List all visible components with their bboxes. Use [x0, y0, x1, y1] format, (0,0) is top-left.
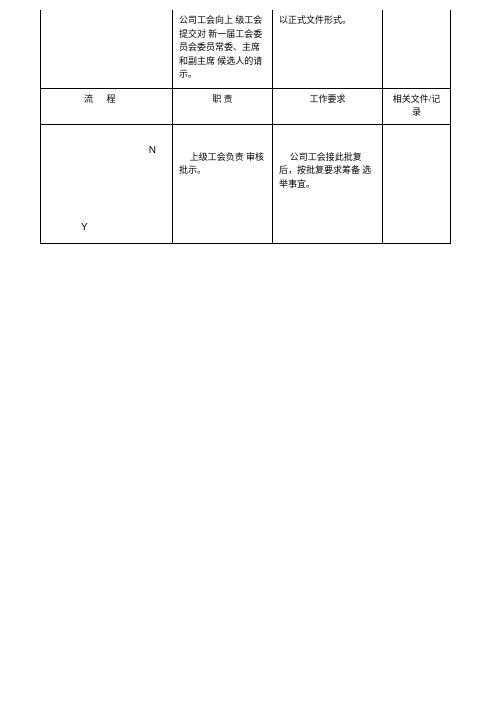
page: 公司工会向上 级工会提交对 新一届工会委 员会委员常委、主席和副主席 候选人的请…: [0, 10, 500, 717]
decision-y-label: Y: [81, 220, 88, 235]
header-flow: 流程: [41, 88, 173, 124]
decision-n-label: N: [149, 143, 156, 158]
cell-doc: [383, 124, 451, 243]
table-row: 公司工会向上 级工会提交对 新一届工会委 员会委员常委、主席和副主席 候选人的请…: [41, 10, 451, 88]
cell-req: 公司工会接此批复 后，按批复要求筹备 选举事宜。: [273, 124, 383, 243]
cell-flow: N Y: [41, 124, 173, 243]
table-row: N Y 上级工会负责 审核批示。 公司工会接此批复 后，按批复要求筹备 选举事宜…: [41, 124, 451, 243]
table-header-row: 流程 职 责 工作要求 相关文件/记录: [41, 88, 451, 124]
req-text: 公司工会接此批复 后，按批复要求筹备 选举事宜。: [279, 151, 376, 192]
cell-doc-cont: [383, 10, 451, 88]
flow-box: N Y: [47, 129, 166, 239]
cell-req-cont: 以正式文件形式。: [273, 10, 383, 88]
header-req: 工作要求: [273, 88, 383, 124]
cell-duty: 上级工会负责 审核批示。: [173, 124, 273, 243]
header-duty: 职 责: [173, 88, 273, 124]
cell-duty-cont: 公司工会向上 级工会提交对 新一届工会委 员会委员常委、主席和副主席 候选人的请…: [173, 10, 273, 88]
duty-text: 上级工会负责 审核批示。: [179, 151, 266, 178]
header-doc: 相关文件/记录: [383, 88, 451, 124]
process-table: 公司工会向上 级工会提交对 新一届工会委 员会委员常委、主席和副主席 候选人的请…: [40, 10, 451, 244]
cell-flow-cont: [41, 10, 173, 88]
